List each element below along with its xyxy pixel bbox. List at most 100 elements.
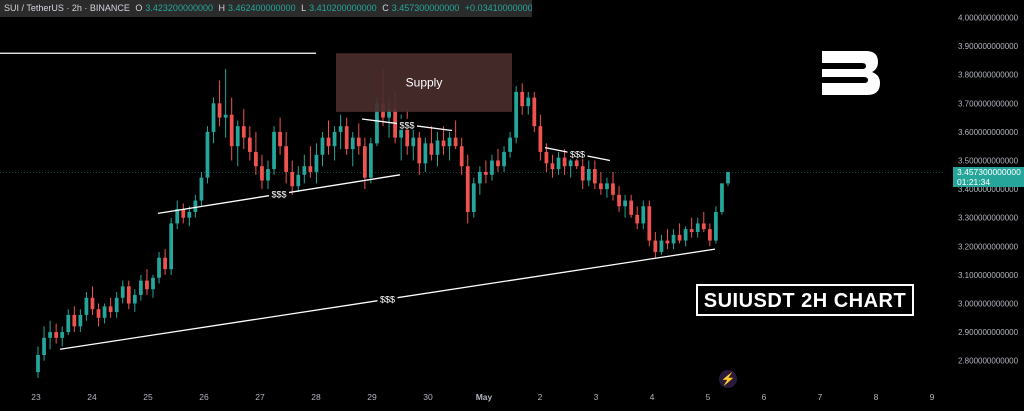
candle-body [689, 229, 694, 232]
candle-body [199, 177, 204, 201]
candle-body [508, 137, 512, 152]
chart-title-box: SUIUSDT 2H CHART [696, 284, 914, 316]
candle-body [490, 160, 494, 175]
open-value: 3.423200000000 [145, 3, 213, 13]
candle-body [205, 131, 210, 178]
candle-body [290, 171, 295, 187]
y-tick-label: 3.600000000000 [958, 128, 1019, 137]
candle-body [701, 223, 706, 230]
candle-body [120, 286, 125, 298]
y-tick-label: 3.000000000000 [958, 300, 1019, 309]
current-price-tag: 3.457300000000 01:21:34 [953, 166, 1024, 187]
candle-body [435, 140, 440, 155]
candle-body [387, 109, 391, 118]
trendline-label: $$$ [271, 190, 286, 200]
close-value: 3.457300000000 [391, 3, 460, 13]
candle-body [375, 103, 379, 144]
current-price: 3.457300000000 [957, 166, 1021, 177]
candle-body [429, 143, 434, 155]
candle-body [520, 91, 525, 107]
candle-body [308, 166, 313, 172]
candle-body [659, 240, 664, 253]
candle-body [605, 183, 609, 190]
y-tick-label: 3.400000000000 [958, 185, 1019, 194]
candle-body [145, 280, 149, 290]
symbol-label: SUI / TetherUS · 2h · BINANCE [4, 3, 130, 13]
candle-body [623, 200, 627, 207]
candle-body [459, 146, 464, 167]
candle-body [484, 171, 488, 175]
candle-body [78, 314, 83, 327]
trendline-label-bg [567, 148, 588, 160]
y-tick-label: 3.700000000000 [958, 99, 1019, 108]
candle-body [550, 163, 555, 170]
y-tick-label: 3.200000000000 [958, 242, 1019, 251]
candle-body [574, 160, 579, 167]
candle-body [514, 91, 519, 138]
candle-body [641, 206, 646, 224]
x-tick-label: 25 [143, 392, 153, 402]
candle-body [441, 140, 446, 147]
x-tick-label: 30 [423, 392, 433, 402]
candle-body [586, 169, 591, 181]
high-label: H [218, 3, 226, 13]
candle-body [629, 200, 634, 215]
trendline-label-bg [269, 188, 289, 200]
candle-body [241, 126, 246, 138]
candle-body [332, 131, 337, 147]
candle-body [671, 234, 676, 244]
candle-body [707, 229, 712, 241]
candle-body [635, 214, 640, 224]
candle-body [151, 277, 155, 290]
candle-body [350, 137, 355, 150]
candle-body [532, 97, 537, 127]
candle-body [362, 146, 367, 178]
candle-body [163, 257, 167, 270]
candle-body [278, 131, 282, 147]
candle-body [647, 206, 652, 241]
candle-body [84, 297, 89, 315]
lightning-icon[interactable]: ⚡ [719, 370, 737, 388]
candle-body [665, 240, 670, 244]
candle-body [42, 337, 46, 355]
candle-body [544, 151, 549, 164]
candle-body [683, 229, 688, 241]
x-tick-label: 26 [199, 392, 209, 402]
candle-body [526, 97, 531, 107]
y-tick-label: 3.900000000000 [958, 42, 1019, 51]
x-tick-label: 23 [31, 392, 41, 402]
candle-body [453, 137, 458, 147]
candle-body [229, 114, 234, 147]
high-value: 3.462400000000 [228, 3, 296, 13]
x-tick-label: 9 [930, 392, 935, 402]
y-tick-label: 2.800000000000 [958, 357, 1019, 366]
candle-body [302, 166, 307, 175]
candle-body [695, 223, 700, 232]
x-tick-label: 8 [874, 392, 879, 402]
trendline-label: $$$ [570, 150, 585, 160]
y-tick-label: 3.100000000000 [958, 271, 1019, 280]
candle-body [496, 160, 500, 167]
candle-body [714, 211, 718, 241]
x-tick-label: 2 [538, 392, 543, 402]
x-tick-label: 24 [87, 392, 97, 402]
candle-body [66, 314, 71, 333]
brand-b-logo [822, 51, 880, 95]
candle-body [720, 183, 724, 212]
candle-body [157, 257, 161, 278]
supply-zone [336, 53, 512, 112]
candle-body [405, 126, 410, 147]
candle-body [284, 146, 289, 172]
candle-body [175, 209, 180, 224]
candle-body [114, 297, 119, 313]
candle-body [126, 286, 131, 304]
x-tick-label: 28 [311, 392, 321, 402]
candle-body [187, 211, 192, 218]
candle-body [502, 151, 506, 167]
candle-body [465, 166, 470, 212]
candle-body [102, 306, 107, 318]
candle-body [54, 332, 59, 338]
candle-body [211, 103, 216, 132]
